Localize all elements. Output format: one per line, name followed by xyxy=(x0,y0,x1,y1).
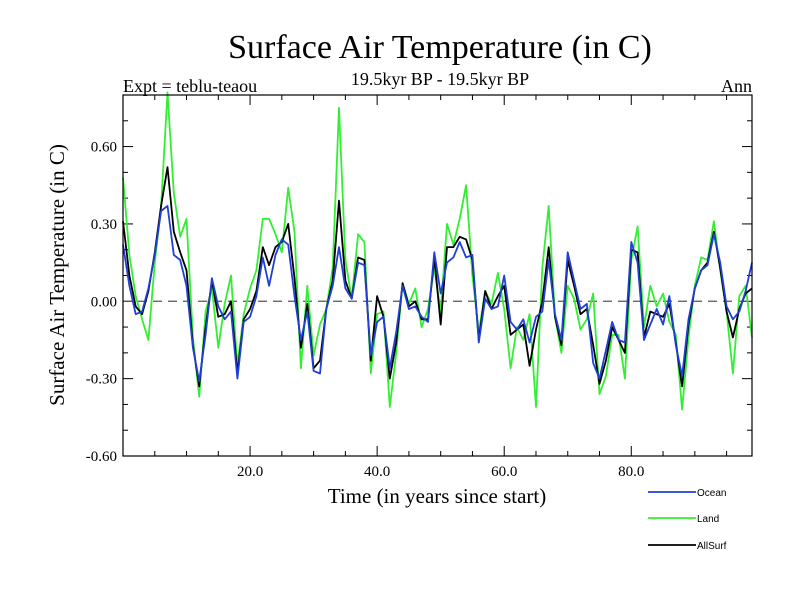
series-line-allsurf xyxy=(122,166,753,388)
y-axis-label: Surface Air Temperature (in C) xyxy=(45,144,69,406)
x-tick-label: 40.0 xyxy=(364,464,390,480)
y-tick-label: -0.30 xyxy=(86,372,117,388)
legend-label-allsurf: AllSurf xyxy=(697,541,727,552)
y-tick-label: 0.60 xyxy=(91,140,117,156)
y-tick-label: -0.60 xyxy=(86,449,117,465)
x-tick-label: 20.0 xyxy=(237,464,263,480)
experiment-label: Expt = teblu-teaou xyxy=(123,76,257,96)
legend-label-land: Land xyxy=(697,514,719,525)
x-axis-label: Time (in years since start) xyxy=(328,484,547,508)
x-tick-label: 60.0 xyxy=(491,464,517,480)
chart-subtitle: 19.5kyr BP - 19.5kyr BP xyxy=(351,69,529,89)
series-line-ocean xyxy=(122,204,753,383)
series-line-land xyxy=(122,91,753,411)
plot-frame xyxy=(122,94,753,457)
y-tick-label: 0.00 xyxy=(91,294,117,310)
y-tick-label: 0.30 xyxy=(91,217,117,233)
chart-title: Surface Air Temperature (in C) xyxy=(228,29,652,66)
period-label: Ann xyxy=(721,76,752,96)
x-tick-label: 80.0 xyxy=(618,464,644,480)
legend-label-ocean: Ocean xyxy=(697,488,726,499)
legend: Ocean Land AllSurf xyxy=(648,488,727,552)
